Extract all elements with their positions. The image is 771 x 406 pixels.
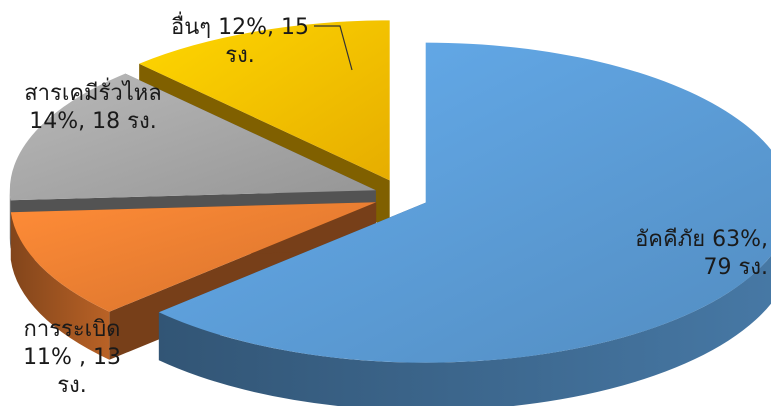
data-label-other-line-2: รง. [225, 43, 255, 68]
data-label-fire: อัคคีภัย 63%, 79 รง. [596, 226, 768, 282]
pie-slice-top [158, 42, 771, 363]
pie-slice-0 [158, 42, 771, 406]
data-label-fire-line-2: 79 รง. [703, 255, 768, 280]
data-label-other: อื่นๆ 12%, 15 รง. [150, 14, 330, 70]
data-label-chemical-line-1: สารเคมีรั่วไหล [24, 81, 162, 106]
data-label-explosion-line-2: 11% , 13 [23, 345, 121, 370]
leader-line-other [314, 25, 353, 71]
pie-slice-outer-wall [9, 190, 11, 249]
pie-slice-top [9, 73, 376, 201]
data-label-other-line-1: อื่นๆ 12%, 15 [171, 15, 309, 40]
pie-slice-top [139, 20, 390, 181]
data-label-chemical-line-2: 14%, 18 รง. [29, 109, 157, 134]
data-label-fire-line-1: อัคคีภัย 63%, [635, 227, 768, 252]
data-label-explosion-line-3: รง. [57, 373, 87, 398]
pie-slice-outer-wall [158, 255, 771, 406]
data-label-explosion-line-1: การระเบิด [23, 317, 121, 342]
data-label-explosion: การระเบิด 11% , 13 รง. [8, 316, 136, 400]
pie-slice-outer-wall [10, 212, 110, 360]
pie-slice-top [10, 202, 377, 312]
data-label-chemical-leak: สารเคมีรั่วไหล 14%, 18 รง. [4, 80, 182, 136]
